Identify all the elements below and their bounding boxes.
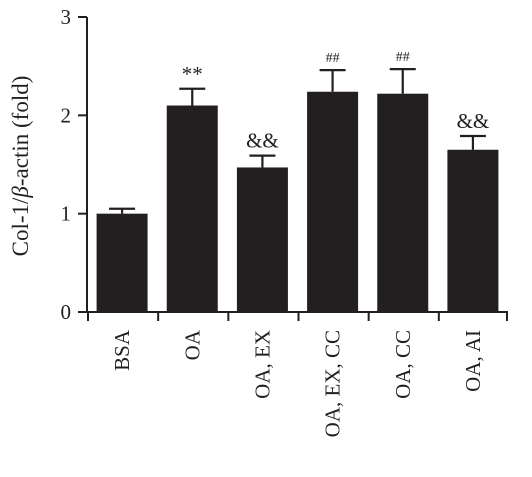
y-tick-label-2: 2: [61, 103, 72, 127]
x-category-label-3: OA, EX, CC: [321, 330, 345, 437]
bar-3: [307, 91, 359, 312]
bar-5: [447, 149, 499, 312]
error-bars: [109, 68, 486, 214]
y-tick-label-0: 0: [61, 300, 72, 324]
x-tick-labels: BSA OA OA, EX OA, EX, CC OA, CC OA, AI: [87, 312, 508, 437]
annotation-1: **: [182, 62, 203, 86]
axes: [86, 17, 508, 313]
x-category-label-0: BSA: [110, 329, 134, 371]
y-tick-label-1: 1: [61, 202, 72, 226]
annotation-5: &&: [457, 109, 490, 133]
y-axis-label-part-3: -actin (fold): [8, 76, 33, 186]
x-category-label-5: OA, AI: [461, 330, 485, 392]
bars: [96, 91, 499, 312]
y-ticks: 0 1 2 3: [61, 5, 87, 324]
x-category-label-2: OA, EX: [250, 330, 274, 399]
bar-2: [236, 167, 288, 312]
annotation-4: ##: [396, 50, 410, 65]
y-tick-label-3: 3: [61, 5, 72, 29]
y-axis-label-part-2: β: [8, 186, 33, 199]
annotation-2: &&: [246, 129, 279, 153]
annotations: ** && ## ## &&: [182, 50, 490, 153]
annotation-3: ##: [326, 51, 340, 66]
y-axis-label: Col-1/β-actin (fold): [8, 76, 33, 257]
bar-4: [377, 93, 429, 312]
y-axis-label-group: Col-1/β-actin (fold): [8, 76, 33, 257]
y-axis-label-part-1: Col-1/: [8, 197, 33, 256]
x-category-label-1: OA: [180, 329, 204, 360]
bar-0: [96, 213, 148, 312]
x-category-label-4: OA, CC: [391, 330, 415, 399]
bar-1: [166, 105, 218, 312]
